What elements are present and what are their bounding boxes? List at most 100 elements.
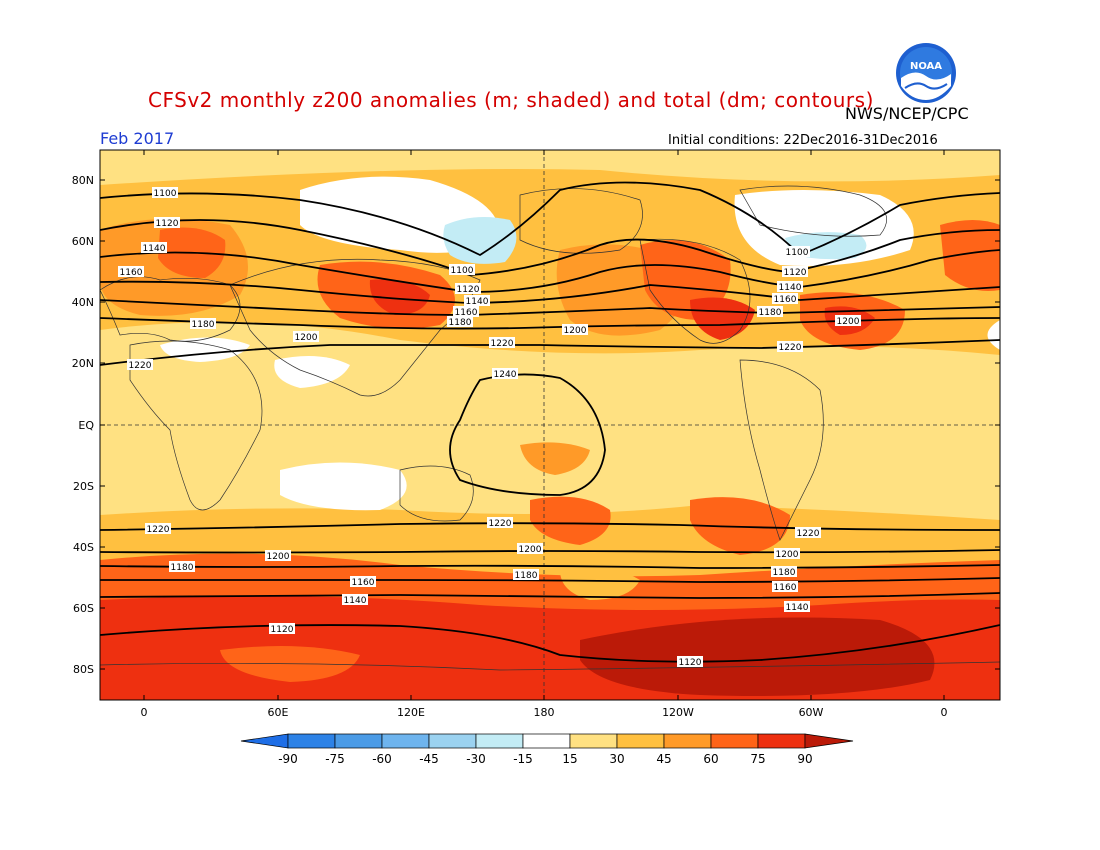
colorbar-tick-label: -75 [325, 752, 345, 766]
contour-label-bg [154, 217, 180, 228]
contour-label: 1100 [154, 189, 177, 199]
contour-label: 1140 [466, 297, 489, 307]
longitude-labels: 0 60E 120E 180 120W 60W 0 [141, 706, 948, 719]
contour-labels: 1100110011001120112011201140114011401160… [118, 187, 861, 668]
contour-label: 1140 [143, 244, 166, 254]
contour-label: 1220 [779, 343, 802, 353]
latitude-label: EQ [78, 419, 94, 432]
longitude-label: 120E [397, 706, 425, 719]
contour-label-bg [777, 281, 803, 292]
contour-label: 1220 [491, 339, 514, 349]
latitude-label: 80S [73, 663, 94, 676]
contour-label-bg [489, 337, 515, 348]
contour-label-bg [455, 283, 481, 294]
latitude-label: 20S [73, 480, 94, 493]
longitude-label: 0 [941, 706, 948, 719]
contour-label-bg [513, 569, 539, 580]
contour-label: 1140 [779, 283, 802, 293]
contour-label: 1220 [147, 525, 170, 535]
contour-label-bg [757, 306, 783, 317]
contour-label-bg [169, 561, 195, 572]
contour-label-bg [447, 316, 473, 327]
contour-label-bg [118, 266, 144, 277]
contour-label-bg [453, 306, 479, 317]
contour-label: 1180 [192, 320, 215, 330]
initial-conditions-label: Initial conditions: 22Dec2016-31Dec2016 [668, 133, 938, 148]
latitude-label: 80N [72, 174, 94, 187]
contour-label-bg [771, 566, 797, 577]
colorbar-segment [757, 733, 806, 749]
contour-label: 1160 [774, 583, 797, 593]
colorbar-segment [522, 733, 571, 749]
colorbar-tick-label: 45 [656, 752, 671, 766]
contour-label: 1220 [797, 529, 820, 539]
chart-title: CFSv2 monthly z200 anomalies (m; shaded)… [148, 88, 874, 112]
contour-label-bg [487, 517, 513, 528]
contour-label: 1180 [449, 318, 472, 328]
contour-label-bg [492, 368, 518, 379]
forecast-month-label: Feb 2017 [100, 129, 175, 148]
contour-label: 1120 [784, 268, 807, 278]
colorbar-segment [616, 733, 665, 749]
contour-label: 1120 [271, 625, 294, 635]
height-contours [100, 181, 1000, 663]
contour-label: 1120 [156, 219, 179, 229]
contour-label-bg [784, 246, 810, 257]
agency-label: NWS/NCEP/CPC [845, 104, 969, 123]
contour-label-bg [152, 187, 178, 198]
colorbar-tick-label: 75 [750, 752, 765, 766]
colorbar-segment [663, 733, 712, 749]
contour-label: 1160 [455, 308, 478, 318]
colorbar: -90 -75 -60 -45 -30 -15 15 30 45 60 75 90 [240, 733, 854, 766]
contour-label: 1220 [489, 519, 512, 529]
contour-label-bg [774, 548, 800, 559]
contour-label: 1180 [171, 563, 194, 573]
contour-label: 1200 [519, 545, 542, 555]
contour-label-bg [782, 266, 808, 277]
contour-label: 1180 [515, 571, 538, 581]
contour-label-bg [784, 601, 810, 612]
contour-label: 1120 [679, 658, 702, 668]
latitude-label: 60N [72, 235, 94, 248]
colorbar-tick-label: 60 [703, 752, 718, 766]
contour-label-bg [795, 527, 821, 538]
contour-label-bg [449, 264, 475, 275]
contour-label-bg [265, 550, 291, 561]
coastlines [100, 185, 1000, 671]
longitude-label: 60E [268, 706, 289, 719]
contour-label: 1180 [759, 308, 782, 318]
colorbar-tick-label: -15 [513, 752, 533, 766]
contour-label: 1100 [786, 248, 809, 258]
colorbar-tick-label: -90 [278, 752, 298, 766]
contour-label: 1180 [773, 568, 796, 578]
longitude-label: 180 [534, 706, 555, 719]
contour-label: 1200 [295, 333, 318, 343]
contour-label: 1200 [267, 552, 290, 562]
colorbar-segment [381, 733, 430, 749]
colorbar-tick-label: -60 [372, 752, 392, 766]
contour-label: 1240 [494, 370, 517, 380]
contour-label-bg [464, 295, 490, 306]
contour-label-bg [562, 324, 588, 335]
colorbar-arrow-low [240, 733, 289, 749]
contour-label-bg [269, 623, 295, 634]
noaa-logo: NOAA [896, 43, 956, 103]
contour-label-bg [293, 331, 319, 342]
contour-label-bg [190, 318, 216, 329]
noaa-logo-text: NOAA [910, 61, 942, 72]
contour-label: 1200 [564, 326, 587, 336]
colorbar-tick-label: 15 [562, 752, 577, 766]
contour-label-bg [772, 581, 798, 592]
contour-label: 1100 [451, 266, 474, 276]
contour-label: 1140 [786, 603, 809, 613]
contour-label-bg [517, 543, 543, 554]
colorbar-segment [287, 733, 336, 749]
contour-label: 1220 [129, 361, 152, 371]
colorbar-tick-label: 90 [797, 752, 812, 766]
reference-lines [100, 150, 1000, 700]
contour-label-bg [342, 594, 368, 605]
colorbar-segment [334, 733, 383, 749]
colorbar-segment [710, 733, 759, 749]
colorbar-segment [428, 733, 477, 749]
